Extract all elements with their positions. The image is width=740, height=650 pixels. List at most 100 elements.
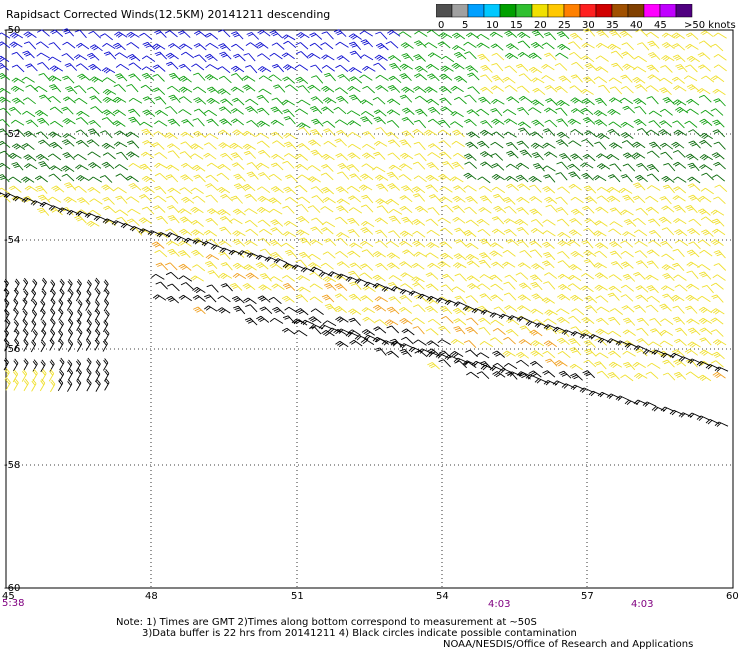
wind-barb bbox=[400, 283, 414, 290]
legend-label: 30 bbox=[582, 20, 595, 31]
wind-barb bbox=[645, 31, 660, 39]
wind-barb bbox=[569, 363, 583, 371]
wind-barb bbox=[154, 109, 169, 117]
wind-barb bbox=[59, 357, 65, 371]
wind-barb bbox=[506, 150, 519, 159]
longitude-tick-label: 51 bbox=[291, 591, 304, 602]
wind-barb bbox=[348, 33, 362, 40]
wind-barb bbox=[596, 370, 610, 379]
wind-barb bbox=[713, 141, 726, 150]
wind-barb bbox=[50, 29, 63, 37]
wind-barb bbox=[609, 241, 623, 249]
wind-barb bbox=[503, 118, 518, 125]
wind-barb bbox=[194, 30, 208, 38]
wind-barb bbox=[282, 282, 296, 291]
wind-barb bbox=[86, 289, 92, 302]
wind-barb bbox=[661, 55, 675, 62]
wind-barb bbox=[544, 52, 557, 61]
wind-barb bbox=[518, 339, 532, 346]
wind-barb bbox=[505, 43, 519, 51]
wind-barb bbox=[308, 262, 322, 269]
wind-barb bbox=[711, 152, 725, 160]
wind-barb bbox=[646, 249, 660, 257]
wind-barb bbox=[401, 130, 415, 139]
wind-barb bbox=[451, 161, 464, 170]
wind-barb bbox=[0, 192, 9, 197]
wind-barb bbox=[281, 52, 295, 60]
wind-barb bbox=[609, 86, 623, 95]
wind-barb bbox=[154, 172, 168, 181]
wind-barb bbox=[583, 339, 597, 348]
wind-barb bbox=[697, 208, 711, 216]
wind-barb bbox=[242, 249, 256, 257]
wind-barb bbox=[218, 251, 231, 260]
wind-barb bbox=[99, 175, 113, 183]
wind-barb bbox=[387, 183, 401, 191]
wind-barb bbox=[414, 153, 427, 162]
wind-barb bbox=[386, 262, 400, 270]
wind-barb bbox=[232, 295, 245, 304]
wind-barb bbox=[478, 259, 491, 269]
wind-barb bbox=[387, 30, 401, 37]
wind-barb bbox=[464, 161, 478, 169]
wind-barb bbox=[230, 152, 243, 161]
wind-barb bbox=[244, 240, 258, 247]
wind-barb bbox=[647, 362, 661, 369]
wind-barb bbox=[584, 218, 598, 226]
wind-barb bbox=[165, 271, 179, 280]
wind-barb bbox=[583, 185, 597, 194]
wind-barb bbox=[489, 337, 503, 345]
wind-barb bbox=[203, 230, 218, 237]
wind-barb bbox=[636, 162, 649, 172]
wind-barb bbox=[181, 119, 194, 127]
wind-barb bbox=[154, 185, 167, 195]
wind-barb bbox=[607, 330, 622, 338]
wind-barb bbox=[321, 31, 334, 40]
wind-barb bbox=[711, 294, 724, 303]
wind-barb bbox=[23, 130, 37, 138]
wind-barb bbox=[321, 294, 335, 303]
footnote-line-2: 3)Data buffer is 22 hrs from 20141211 4)… bbox=[142, 628, 577, 639]
wind-barb bbox=[634, 174, 648, 183]
wind-barb bbox=[372, 251, 386, 258]
wind-barb bbox=[622, 231, 636, 238]
wind-barb bbox=[139, 194, 152, 202]
wind-barb bbox=[541, 75, 555, 82]
wind-barb bbox=[281, 327, 296, 335]
wind-barb bbox=[561, 383, 576, 389]
wind-barb bbox=[480, 74, 493, 83]
wind-barb bbox=[607, 292, 620, 301]
wind-barb bbox=[453, 185, 466, 193]
wind-barb bbox=[41, 288, 47, 302]
wind-barb bbox=[686, 249, 700, 258]
wind-barb bbox=[216, 172, 230, 181]
wind-barb bbox=[22, 97, 36, 105]
wind-barb bbox=[206, 238, 219, 247]
wind-barb bbox=[231, 72, 244, 82]
wind-barb bbox=[399, 195, 413, 203]
wind-barb bbox=[686, 261, 700, 268]
wind-barb bbox=[555, 52, 569, 59]
wind-barb bbox=[425, 328, 439, 336]
wind-barb bbox=[48, 173, 62, 182]
wind-barb bbox=[659, 87, 672, 96]
wind-barb bbox=[427, 73, 440, 82]
wind-barb bbox=[193, 97, 207, 105]
wind-barb bbox=[336, 232, 350, 238]
wind-barb bbox=[0, 41, 11, 49]
wind-barb bbox=[218, 106, 232, 114]
legend-label: 5 bbox=[462, 20, 468, 31]
wind-barb bbox=[570, 129, 584, 136]
wind-barb bbox=[544, 309, 558, 316]
wind-barb bbox=[569, 347, 582, 356]
wind-barb bbox=[95, 379, 101, 392]
wind-barb bbox=[115, 63, 130, 71]
wind-barb bbox=[113, 84, 127, 93]
wind-barb bbox=[659, 77, 673, 85]
wind-barb bbox=[699, 337, 712, 346]
wind-barb bbox=[193, 108, 207, 117]
wind-barb bbox=[281, 242, 295, 250]
wind-barb bbox=[104, 329, 110, 342]
wind-barb bbox=[701, 75, 715, 83]
wind-barb bbox=[441, 273, 455, 282]
